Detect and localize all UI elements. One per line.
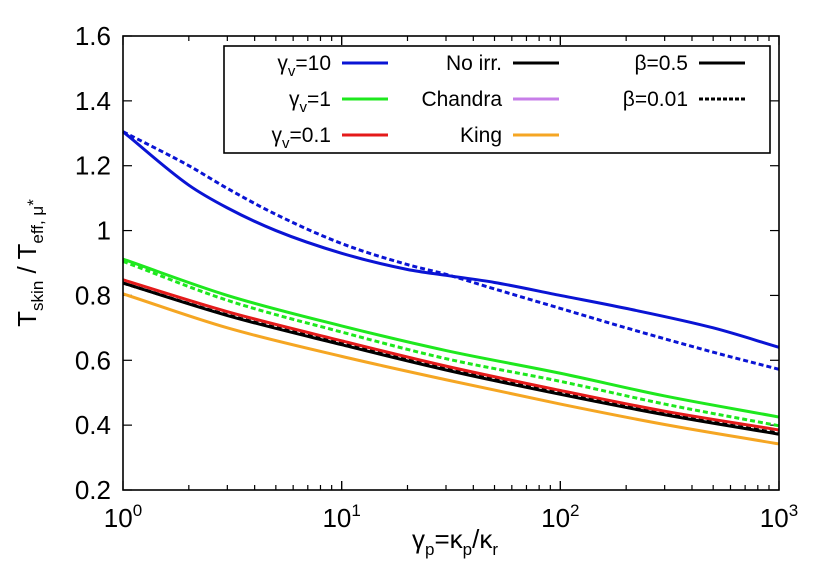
series-line-gv10-solid	[122, 130, 780, 349]
x-tick-label: 102	[541, 501, 579, 533]
x-tick-label: 101	[322, 501, 360, 533]
series-line-gv1-dash	[122, 259, 780, 428]
tick-labels: 0.2 0.4 0.6 0.8 1 1.2 1.4 1.6 100 101 102 103	[75, 21, 798, 533]
series-line-noirr-solid	[122, 281, 780, 436]
legend-label: γv=10	[277, 52, 331, 80]
legend-label: β=0.01	[623, 88, 688, 111]
series-line-king-solid	[122, 292, 780, 446]
y-axis-label: Tskin / Teff, μ*	[12, 199, 47, 327]
y-tick-label: 1	[97, 216, 111, 246]
legend-box	[223, 45, 771, 154]
legend-label: γv=0.1	[272, 124, 331, 152]
y-tick-label: 1.4	[75, 86, 111, 116]
series-line-gv10-dash	[122, 130, 780, 371]
y-tick-label: 0.4	[75, 410, 111, 440]
y-tick-label: 1.2	[75, 151, 111, 181]
x-axis-label: γp=κp/κr	[412, 524, 498, 559]
series-line-gv01-solid	[122, 278, 780, 432]
legend-label: γv=1	[289, 88, 331, 116]
x-tick-label: 103	[760, 501, 798, 533]
legend-label: β=0.5	[634, 52, 688, 75]
y-tick-label: 1.6	[75, 21, 111, 51]
y-tick-label: 0.2	[75, 475, 111, 505]
x-tick-label: 100	[104, 501, 142, 533]
series-line-noirr-dash	[122, 281, 780, 435]
series-line-gv1-solid	[122, 257, 780, 419]
y-tick-label: 0.6	[75, 345, 111, 375]
legend-label: Chandra	[421, 88, 502, 111]
legend: γv=10 γv=1 γv=0.1 No irr. Chandra King β=0.5 β=…	[223, 45, 771, 154]
series-layer	[122, 130, 780, 446]
legend-label: King	[460, 124, 502, 147]
legend-label: No irr.	[446, 52, 502, 75]
plot-frame	[122, 35, 780, 491]
y-tick-label: 0.8	[75, 280, 111, 310]
